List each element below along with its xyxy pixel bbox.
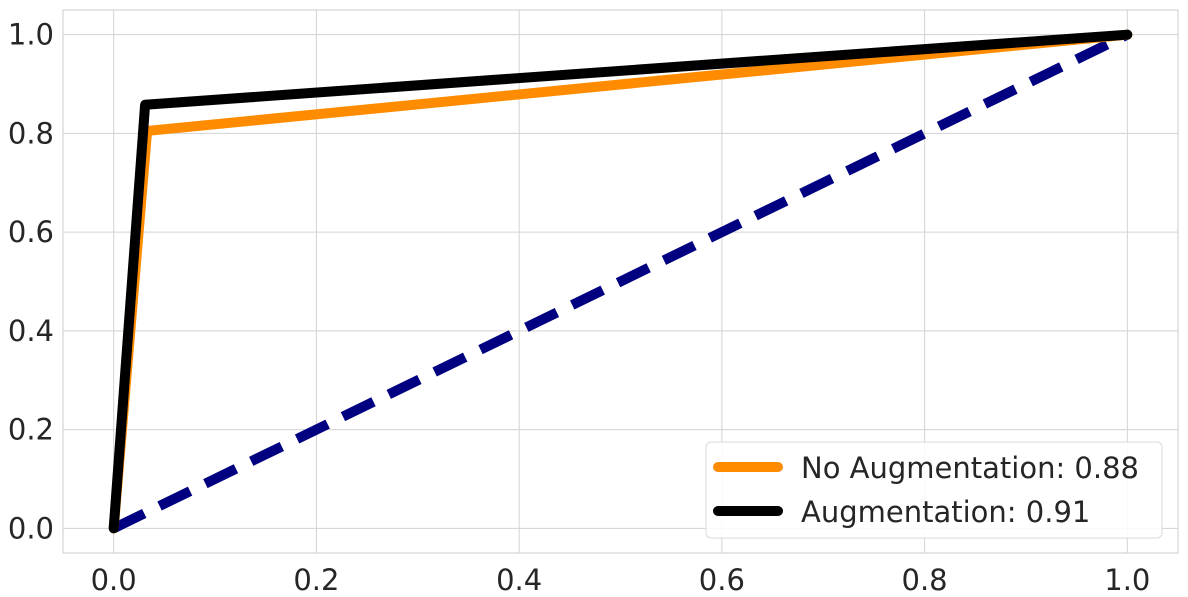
chance-diagonal-line (111, 30, 1130, 533)
x-tick-label: 0.0 (91, 563, 137, 597)
x-axis-ticks: 0.0 0.2 0.4 0.6 0.8 1.0 (91, 563, 1151, 597)
legend-box (705, 441, 1163, 539)
series-line-1 (108, 29, 1133, 534)
x-tick-label: 0.6 (699, 563, 745, 597)
legend-entry: Augmentation: 0.91 (801, 495, 1090, 529)
y-tick-label: 0.8 (8, 116, 54, 150)
y-axis-ticks: 0.0 0.2 0.4 0.6 0.8 1.0 (8, 18, 54, 546)
legend: No Augmentation: 0.88 Augmentation: 0.91 (705, 441, 1163, 539)
series-lines (108, 29, 1133, 534)
x-tick-label: 0.8 (902, 563, 948, 597)
y-tick-label: 0.0 (8, 511, 54, 545)
x-tick-label: 0.2 (293, 563, 339, 597)
y-tick-label: 0.2 (8, 413, 54, 447)
y-tick-label: 1.0 (8, 18, 54, 52)
x-tick-label: 1.0 (1104, 563, 1150, 597)
y-tick-label: 0.4 (8, 314, 54, 348)
x-tick-label: 0.4 (496, 563, 542, 597)
y-tick-label: 0.6 (8, 215, 54, 249)
legend-entry: No Augmentation: 0.88 (801, 451, 1139, 485)
